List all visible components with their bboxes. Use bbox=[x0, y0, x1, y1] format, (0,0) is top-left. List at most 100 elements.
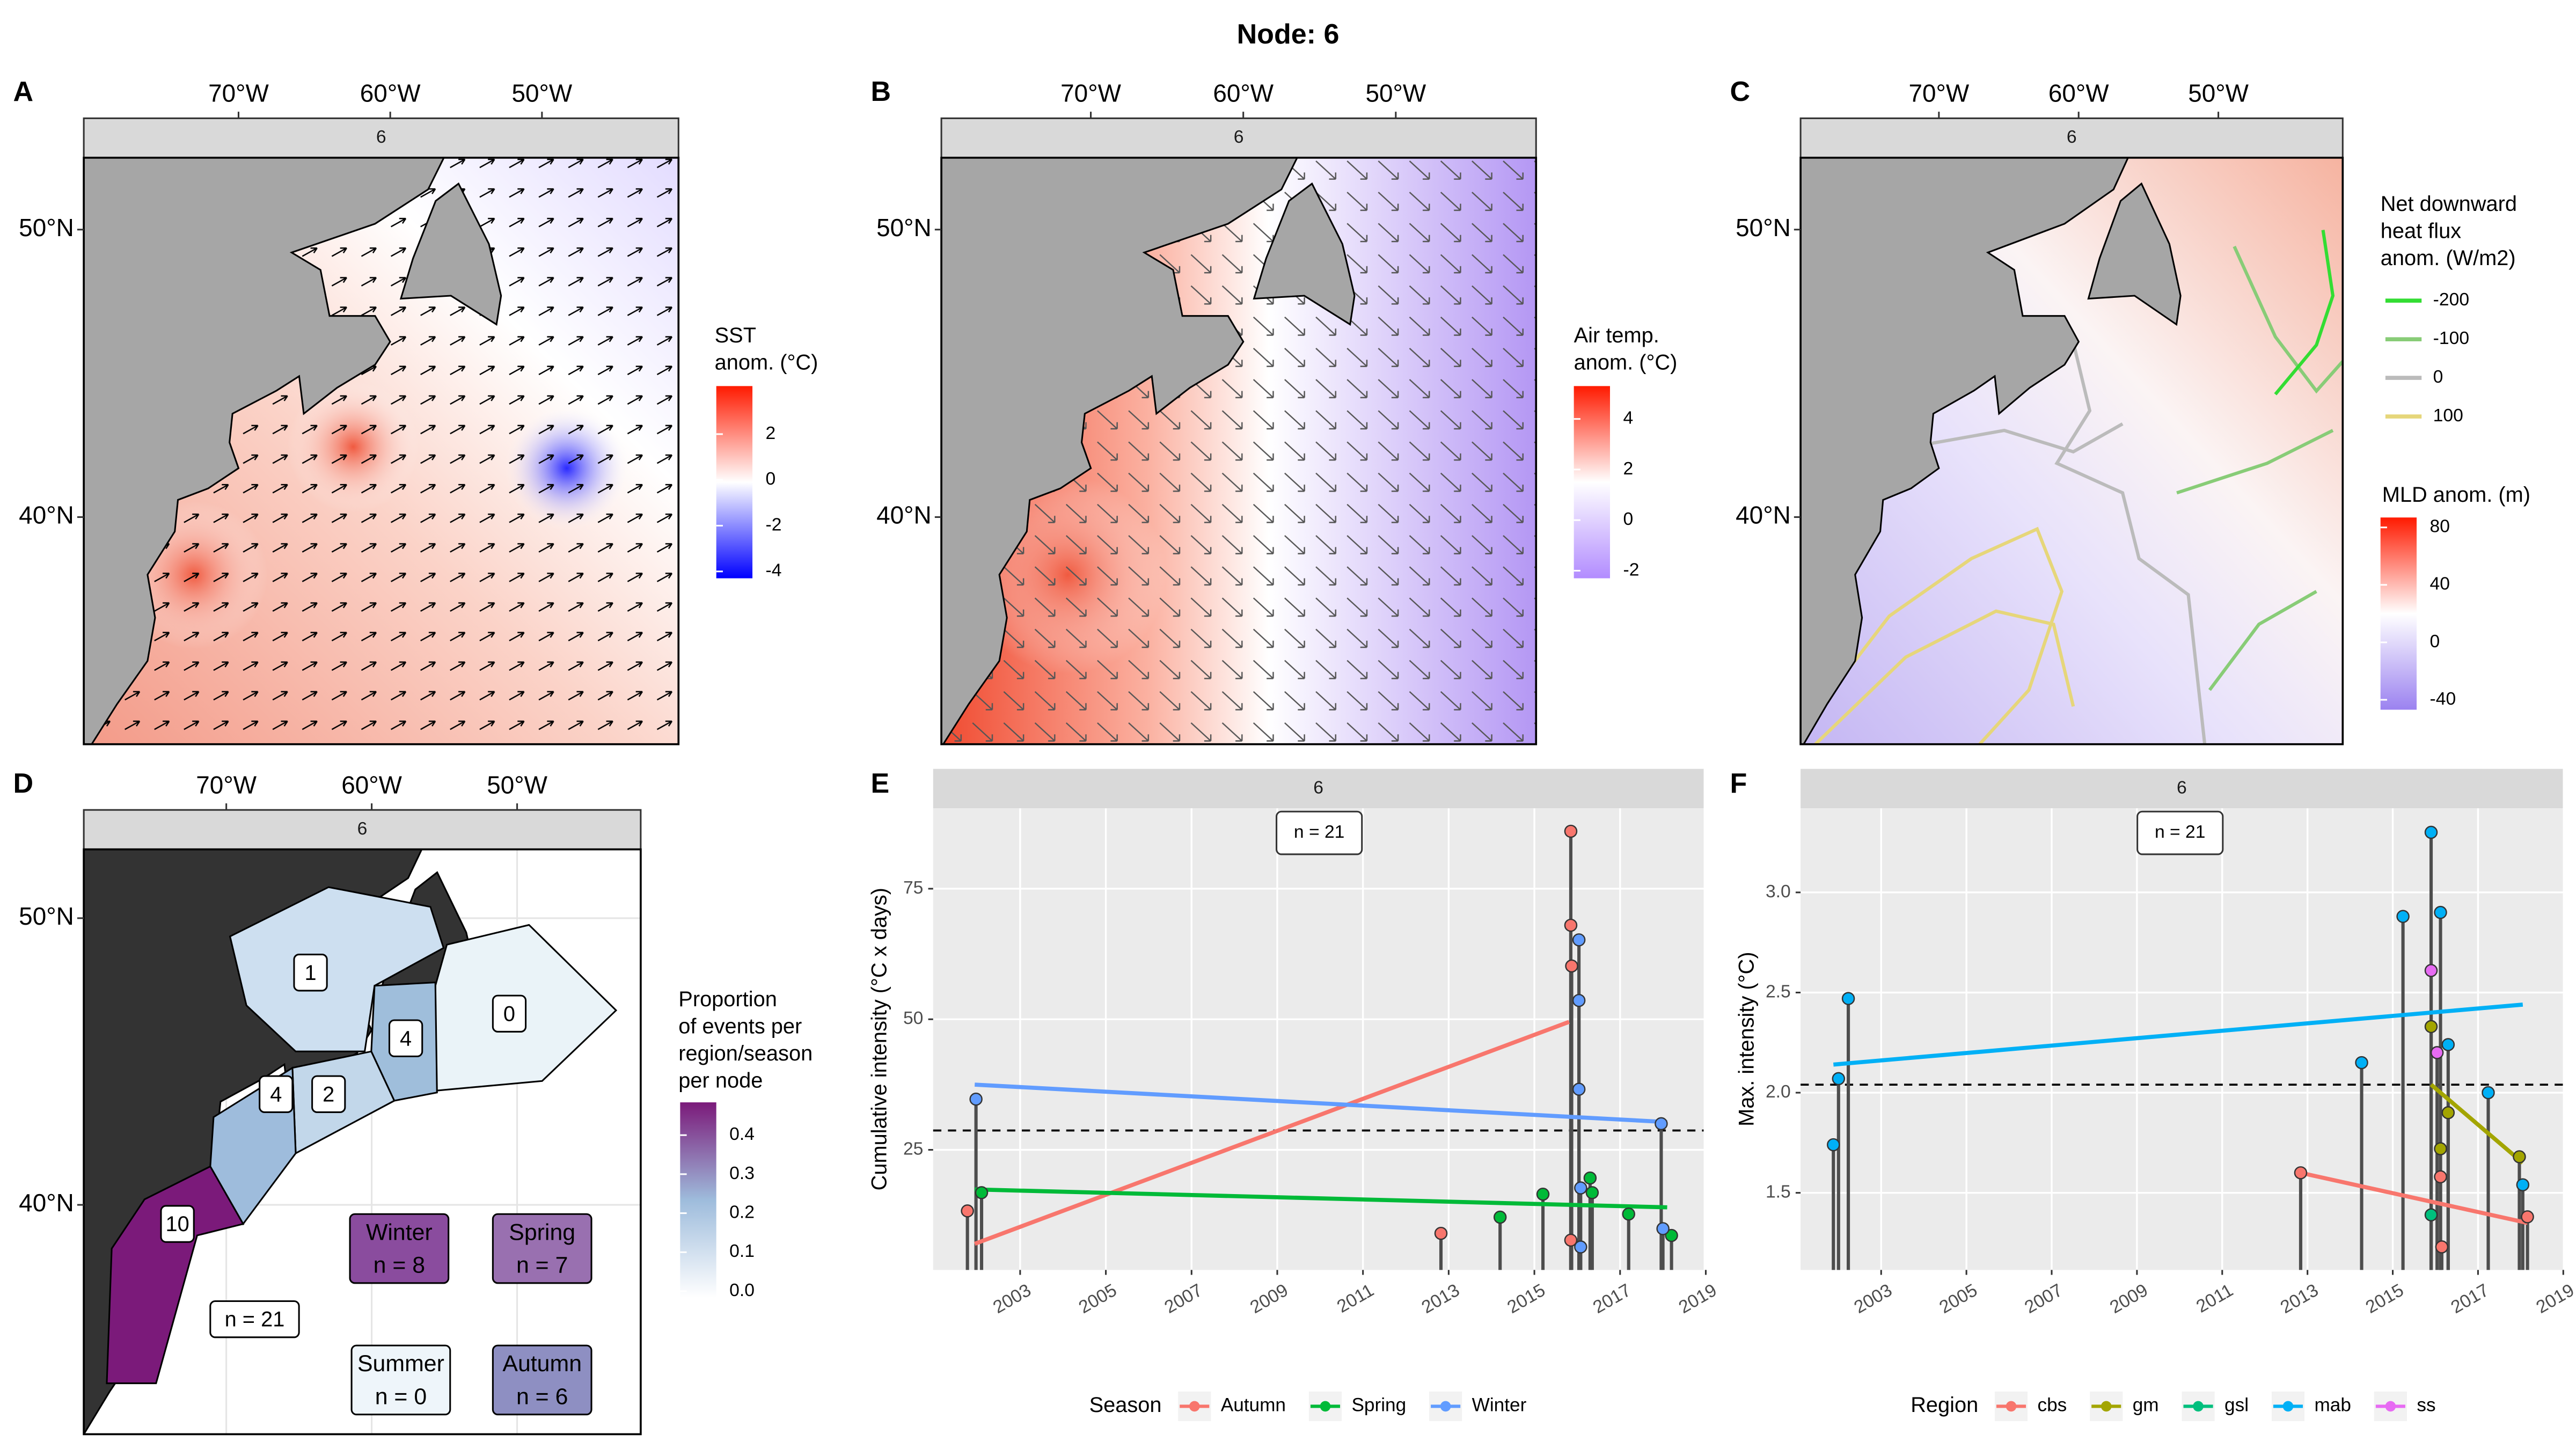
legend-title: anom. (W/m2) bbox=[2381, 246, 2516, 270]
x-tick-label: 2017 bbox=[1590, 1280, 1634, 1318]
trend-line bbox=[2429, 1083, 2524, 1165]
y-tick-label: 2.0 bbox=[1766, 1082, 1791, 1102]
colorbar-tick-label: 0.0 bbox=[729, 1280, 755, 1300]
x-tick-label: 2009 bbox=[2106, 1280, 2151, 1318]
colorbar-tick-label: 4 bbox=[1623, 408, 1633, 428]
trend-line bbox=[975, 1187, 1667, 1210]
point bbox=[1572, 993, 1586, 1007]
region-label-box bbox=[259, 1075, 294, 1113]
y-axis-label: Max. intensity (°C) bbox=[1735, 952, 1759, 1126]
panel-letter: E bbox=[870, 768, 889, 799]
y-tick-label: 50°N bbox=[19, 902, 74, 930]
map-regions bbox=[106, 886, 618, 1385]
land bbox=[2087, 182, 2182, 326]
point bbox=[975, 1186, 989, 1199]
point bbox=[2424, 964, 2438, 977]
point bbox=[2513, 1150, 2526, 1163]
x-tick-label: 2017 bbox=[2448, 1280, 2492, 1318]
legend-title: heat flux bbox=[2381, 219, 2461, 243]
legend-key bbox=[2385, 1401, 2396, 1412]
x-tick-label: 2007 bbox=[2021, 1280, 2066, 1318]
point bbox=[1564, 918, 1578, 932]
point bbox=[1565, 959, 1578, 973]
legend-title: region/season bbox=[678, 1042, 813, 1065]
point bbox=[1832, 1072, 1846, 1086]
x-tick-label: 60°W bbox=[341, 771, 402, 799]
point bbox=[2516, 1178, 2530, 1191]
point bbox=[1665, 1228, 1678, 1242]
legend-label: cbs bbox=[2037, 1395, 2067, 1416]
y-tick-label: 2.5 bbox=[1766, 982, 1791, 1001]
legend-title: Air temp. bbox=[1574, 324, 1659, 347]
x-tick-label: 2011 bbox=[2193, 1280, 2236, 1317]
facet-strip bbox=[83, 117, 679, 159]
point bbox=[2424, 825, 2438, 839]
x-tick-label: 50°W bbox=[487, 771, 547, 799]
x-tick-label: 2009 bbox=[1247, 1280, 1291, 1318]
point bbox=[1622, 1207, 1635, 1221]
region-label: 10 bbox=[165, 1212, 189, 1236]
map-area bbox=[1801, 157, 2343, 744]
point bbox=[2435, 1240, 2449, 1254]
panel-letter: C bbox=[1730, 76, 1750, 107]
land bbox=[941, 157, 1298, 744]
trend-line bbox=[975, 1082, 1667, 1124]
point bbox=[1655, 1117, 1668, 1131]
y-tick-label: 50°N bbox=[19, 214, 74, 241]
region-label: 2 bbox=[323, 1082, 334, 1106]
y-tick-label: 25 bbox=[903, 1139, 923, 1159]
point bbox=[1493, 1210, 1507, 1224]
point bbox=[2434, 1142, 2447, 1155]
point bbox=[2434, 1170, 2447, 1184]
point bbox=[2430, 1046, 2444, 1059]
legend-title: Proportion bbox=[678, 987, 777, 1011]
region-label-box bbox=[388, 1019, 423, 1057]
x-tick-label: 2005 bbox=[1075, 1280, 1120, 1318]
legend-label: gsl bbox=[2224, 1395, 2249, 1416]
annotation-box bbox=[1276, 810, 1363, 855]
y-tick-label: 50 bbox=[903, 1008, 923, 1028]
legend-key bbox=[1440, 1401, 1451, 1412]
x-tick-label: 70°W bbox=[196, 771, 257, 799]
figure-title: Node: 6 bbox=[1237, 19, 1340, 50]
annotation-box bbox=[2136, 810, 2224, 855]
y-tick-label: 40°N bbox=[1736, 501, 1791, 529]
point bbox=[1572, 933, 1586, 947]
point bbox=[1656, 1222, 1670, 1235]
x-tick-label: 60°W bbox=[360, 79, 421, 107]
region-label-box bbox=[311, 1075, 346, 1113]
point bbox=[1841, 992, 1855, 1005]
point bbox=[1827, 1138, 1840, 1152]
land bbox=[1253, 182, 1356, 326]
x-tick-label: 50°W bbox=[1365, 79, 1426, 107]
legend-title: Net downward bbox=[2381, 192, 2517, 216]
x-tick-label: 50°W bbox=[511, 79, 572, 107]
region-label: 0 bbox=[503, 1002, 515, 1026]
point bbox=[2396, 910, 2410, 923]
map-area bbox=[941, 157, 1536, 744]
trend-line bbox=[2300, 1170, 2528, 1225]
colorbar-tick-label: 80 bbox=[2430, 517, 2450, 537]
y-tick-label: 75 bbox=[903, 878, 923, 898]
colorbar-tick-label: 0 bbox=[2430, 632, 2440, 652]
point bbox=[2424, 1208, 2438, 1221]
point bbox=[2482, 1086, 2495, 1100]
colorbar bbox=[1574, 386, 1610, 579]
point bbox=[1572, 1082, 1586, 1096]
colorbar bbox=[716, 386, 753, 579]
map-frame bbox=[940, 157, 1538, 745]
legend-key bbox=[2006, 1401, 2017, 1412]
season-name: Winter bbox=[366, 1219, 433, 1245]
x-tick-label: 2013 bbox=[1418, 1280, 1463, 1318]
colorbar-tick-label: 0.3 bbox=[729, 1163, 755, 1183]
x-tick-label: 2019 bbox=[1675, 1280, 1720, 1318]
point bbox=[2434, 905, 2447, 919]
trend-line bbox=[1833, 1002, 2523, 1067]
x-tick-label: 2003 bbox=[1851, 1280, 1896, 1318]
season-count: n = 0 bbox=[375, 1384, 427, 1409]
y-tick-label: 50°N bbox=[876, 214, 932, 241]
season-count: n = 7 bbox=[516, 1253, 568, 1278]
annotation: n = 21 bbox=[2155, 822, 2206, 842]
point bbox=[1574, 1240, 1587, 1254]
